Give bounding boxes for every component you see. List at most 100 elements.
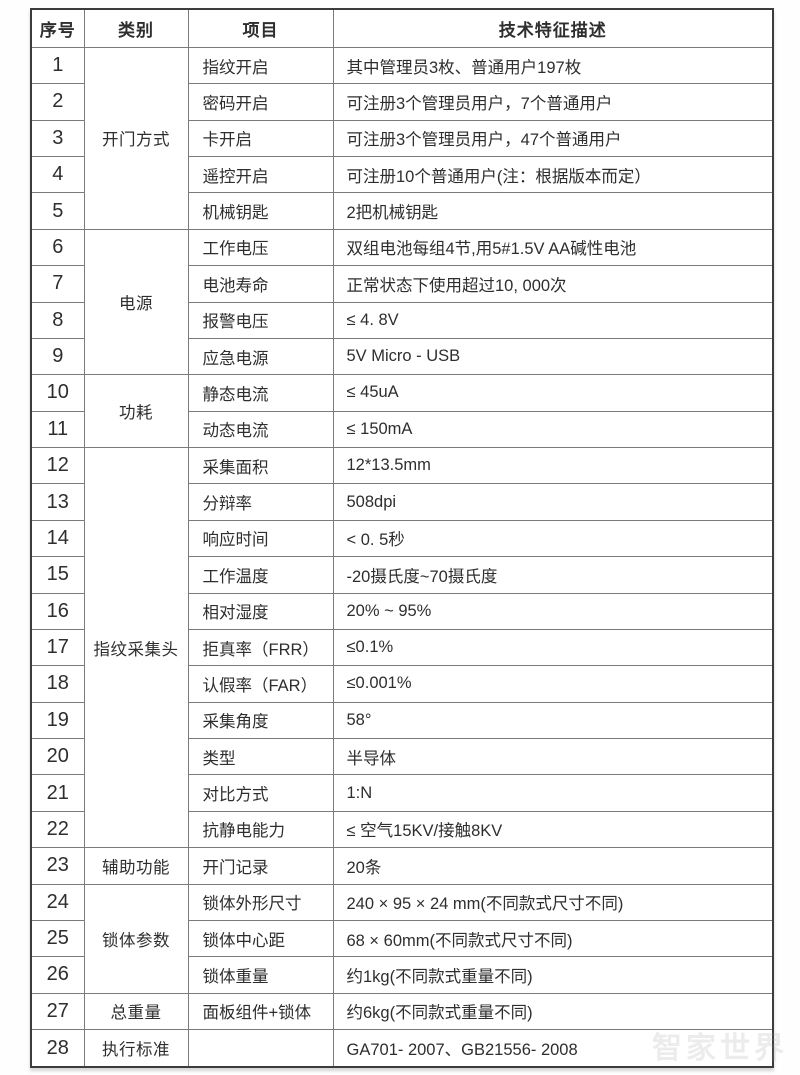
desc-cell: 5V Micro - USB <box>332 337 774 376</box>
row-number-cell: 24 <box>30 883 85 921</box>
desc-cell: 240 × 95 × 24 mm(不同款式尺寸不同) <box>332 883 774 921</box>
table-row: 8 报警电压 ≤ 4. 8V <box>30 301 774 339</box>
category-cell: 执行标准 <box>83 1029 189 1068</box>
row-number-cell: 28 <box>30 1029 85 1068</box>
item-cell: 认假率（FAR） <box>187 665 334 703</box>
header-category: 类别 <box>83 8 189 48</box>
row-number-cell: 22 <box>30 810 85 849</box>
desc-cell: ≤ 空气15KV/接触8KV <box>332 810 774 849</box>
row-number-cell: 12 <box>30 447 85 485</box>
spec-table: 序号 类别 项目 技术特征描述 1 开门方式 指纹开启 其中管理员3枚、普通用户… <box>30 8 774 1068</box>
table-row: 16 相对湿度 20% ~ 95% <box>30 592 774 630</box>
category-cell: 开门方式 <box>83 46 189 230</box>
item-cell: 电池寿命 <box>187 265 334 303</box>
row-number-cell: 2 <box>30 83 85 121</box>
item-cell: 对比方式 <box>187 774 334 812</box>
desc-cell: 58° <box>332 701 774 740</box>
item-cell: 面板组件+锁体 <box>187 992 334 1031</box>
table-row: 28 执行标准 GA701- 2007、GB21556- 2008 <box>30 1029 774 1068</box>
table-row: 3 卡开启 可注册3个管理员用户，47个普通用户 <box>30 119 774 158</box>
category-cell: 总重量 <box>83 992 189 1031</box>
row-number-cell: 7 <box>30 265 85 303</box>
row-number-cell: 26 <box>30 956 85 994</box>
category-cell: 电源 <box>83 228 189 376</box>
item-cell: 拒真率（FRR） <box>187 628 334 667</box>
desc-cell: 其中管理员3枚、普通用户197枚 <box>332 46 774 85</box>
table-row: 14 响应时间 < 0. 5秒 <box>30 519 774 558</box>
item-cell: 工作电压 <box>187 228 334 267</box>
desc-cell: 2把机械钥匙 <box>332 192 774 230</box>
row-number-cell: 18 <box>30 665 85 703</box>
item-cell: 密码开启 <box>187 83 334 121</box>
row-number-cell: 20 <box>30 738 85 776</box>
table-row: 18 认假率（FAR） ≤0.001% <box>30 665 774 703</box>
row-number-cell: 25 <box>30 919 85 958</box>
row-number-cell: 8 <box>30 301 85 339</box>
item-cell: 分辩率 <box>187 483 334 521</box>
desc-cell: 12*13.5mm <box>332 447 774 485</box>
row-number-cell: 23 <box>30 847 85 885</box>
table-row: 23 辅助功能 开门记录 20条 <box>30 847 774 885</box>
desc-cell: ≤0.001% <box>332 665 774 703</box>
item-cell: 采集角度 <box>187 701 334 740</box>
desc-cell: 20% ~ 95% <box>332 592 774 630</box>
table-row: 25 锁体中心距 68 × 60mm(不同款式尺寸不同) <box>30 919 774 958</box>
row-number-cell: 13 <box>30 483 85 521</box>
desc-cell: ≤ 150mA <box>332 410 774 449</box>
table-row: 21 对比方式 1:N <box>30 774 774 812</box>
row-number-cell: 10 <box>30 374 85 412</box>
row-number-cell: 11 <box>30 410 85 449</box>
desc-cell: GA701- 2007、GB21556- 2008 <box>332 1029 774 1068</box>
desc-cell: ≤ 45uA <box>332 374 774 412</box>
table-row: 9 应急电源 5V Micro - USB <box>30 337 774 376</box>
row-number-cell: 21 <box>30 774 85 812</box>
desc-cell: 约6kg(不同款式重量不同) <box>332 992 774 1031</box>
desc-cell: 508dpi <box>332 483 774 521</box>
item-cell: 相对湿度 <box>187 592 334 630</box>
row-number-cell: 27 <box>30 992 85 1031</box>
desc-cell: 双组电池每组4节,用5#1.5V AA碱性电池 <box>332 228 774 267</box>
item-cell: 动态电流 <box>187 410 334 449</box>
row-number-cell: 5 <box>30 192 85 230</box>
item-cell: 静态电流 <box>187 374 334 412</box>
row-number-cell: 19 <box>30 701 85 740</box>
row-number-cell: 4 <box>30 156 85 194</box>
row-number-cell: 3 <box>30 119 85 158</box>
row-number-cell: 6 <box>30 228 85 267</box>
item-cell: 抗静电能力 <box>187 810 334 849</box>
desc-cell: 约1kg(不同款式重量不同) <box>332 956 774 994</box>
item-cell <box>187 1029 334 1068</box>
desc-cell: < 0. 5秒 <box>332 519 774 558</box>
row-number-cell: 9 <box>30 337 85 376</box>
item-cell: 卡开启 <box>187 119 334 158</box>
item-cell: 机械钥匙 <box>187 192 334 230</box>
table-row: 26 锁体重量 约1kg(不同款式重量不同) <box>30 956 774 994</box>
table-row: 7 电池寿命 正常状态下使用超过10, 000次 <box>30 265 774 303</box>
desc-cell: -20摄氏度~70摄氏度 <box>332 556 774 594</box>
desc-cell: ≤ 4. 8V <box>332 301 774 339</box>
item-cell: 应急电源 <box>187 337 334 376</box>
item-cell: 锁体重量 <box>187 956 334 994</box>
category-cell: 指纹采集头 <box>83 447 189 849</box>
row-number-cell: 1 <box>30 46 85 85</box>
table-row: 24 锁体参数 锁体外形尺寸 240 × 95 × 24 mm(不同款式尺寸不同… <box>30 883 774 994</box>
item-cell: 开门记录 <box>187 847 334 885</box>
desc-cell: 可注册3个管理员用户，7个普通用户 <box>332 83 774 121</box>
item-cell: 指纹开启 <box>187 46 334 85</box>
desc-cell: 正常状态下使用超过10, 000次 <box>332 265 774 303</box>
row-number-cell: 16 <box>30 592 85 630</box>
header-item: 项目 <box>187 8 334 48</box>
table-row: 10 功耗 静态电流 ≤ 45uA <box>30 374 774 449</box>
item-cell: 采集面积 <box>187 447 334 485</box>
item-cell: 类型 <box>187 738 334 776</box>
desc-cell: 20条 <box>332 847 774 885</box>
table-row: 11 动态电流 ≤ 150mA <box>30 410 774 449</box>
category-cell: 锁体参数 <box>83 883 189 994</box>
desc-cell: 可注册10个普通用户(注：根据版本而定） <box>332 156 774 194</box>
table-row: 5 机械钥匙 2把机械钥匙 <box>30 192 774 230</box>
table-row: 19 采集角度 58° <box>30 701 774 740</box>
desc-cell: 半导体 <box>332 738 774 776</box>
row-number-cell: 17 <box>30 628 85 667</box>
item-cell: 锁体中心距 <box>187 919 334 958</box>
table-row: 27 总重量 面板组件+锁体 约6kg(不同款式重量不同) <box>30 992 774 1031</box>
